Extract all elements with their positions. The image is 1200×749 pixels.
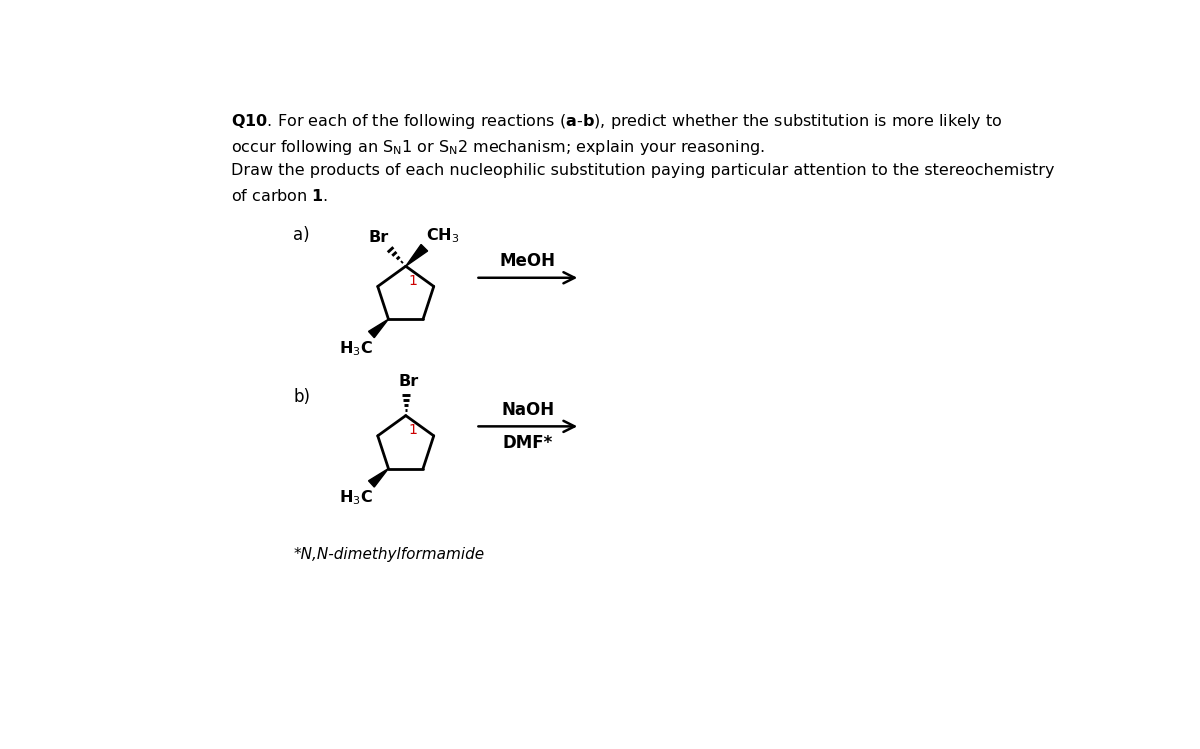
Text: Draw the products of each nucleophilic substitution paying particular attention : Draw the products of each nucleophilic s…	[232, 163, 1055, 178]
Polygon shape	[368, 319, 389, 338]
Text: CH$_3$: CH$_3$	[426, 227, 460, 246]
Text: Br: Br	[368, 231, 389, 246]
Text: MeOH: MeOH	[500, 252, 556, 270]
Text: 1: 1	[409, 274, 418, 288]
Text: of carbon $\mathbf{1}$.: of carbon $\mathbf{1}$.	[232, 189, 329, 204]
Text: $\mathbf{Q10}$. For each of the following reactions ($\mathbf{a}$$\mathbf{\text{: $\mathbf{Q10}$. For each of the followin…	[232, 112, 1003, 131]
Polygon shape	[406, 244, 427, 266]
Text: H$_3$C: H$_3$C	[338, 339, 373, 358]
Text: NaOH: NaOH	[502, 401, 554, 419]
Text: *N,N-dimethylformamide: *N,N-dimethylformamide	[293, 548, 485, 562]
Text: occur following an S$_\mathrm{N}$1 or S$_\mathrm{N}$2 mechanism; explain your re: occur following an S$_\mathrm{N}$1 or S$…	[232, 138, 766, 157]
Text: H$_3$C: H$_3$C	[338, 488, 373, 507]
Text: a): a)	[293, 226, 310, 244]
Text: b): b)	[293, 388, 311, 406]
Text: 1: 1	[409, 423, 418, 437]
Text: DMF*: DMF*	[503, 434, 553, 452]
Polygon shape	[368, 469, 389, 487]
Text: Br: Br	[398, 374, 419, 389]
